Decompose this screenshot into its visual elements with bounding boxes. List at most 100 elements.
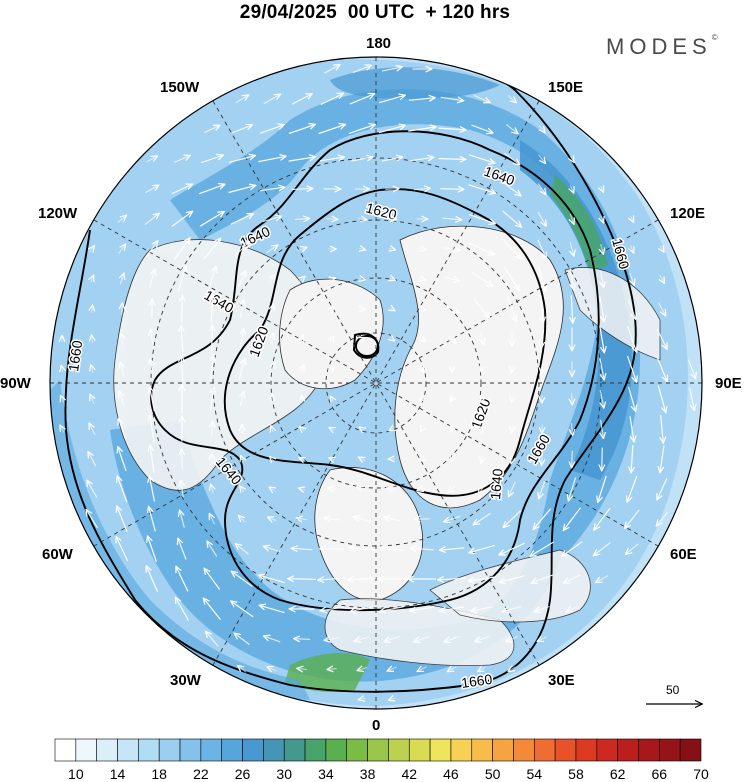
wind-arrow [331,336,334,341]
wind-arrow [469,154,494,163]
wind-arrow [204,569,221,590]
wind-arrow [440,606,464,611]
wind-arrow [232,572,253,587]
wind-arrow [541,330,542,348]
wind-arrow [542,452,543,465]
wind-arrow [507,296,516,321]
wind-arrow [91,276,94,283]
wind-arrow [657,478,668,499]
wind-arrow [444,635,460,642]
wind-arrow [438,128,465,130]
wind-arrow [264,636,281,643]
lon-label-120w: 120W [38,205,78,222]
wind-arrow [478,667,487,672]
wind-arrow [144,213,159,226]
wind-arrow [330,396,333,401]
wind-arrow [271,395,272,404]
wind-arrow [410,157,434,160]
wind-arrow [239,516,246,523]
wind-arrow [288,157,316,162]
wind-arrow [448,484,457,492]
wind-arrow [230,214,253,225]
chart-title: 29/04/2025 00 UTC + 120 hrs [239,2,511,23]
colorbar-tick-label: 70 [693,766,709,782]
wind-arrow [292,548,313,549]
wind-arrow [270,333,273,345]
wind-arrow [381,67,402,72]
wind-arrow [210,514,215,525]
colorbar-box [638,738,660,762]
wind-arrow [661,415,664,443]
wind-arrow [359,338,364,341]
wind-arrow [444,248,460,251]
wind-arrow [503,510,522,528]
wind-arrow [570,156,574,162]
wind-arrow [660,246,664,252]
wind-arrow [541,295,543,322]
wind-arrow [481,366,482,372]
colorbar-box [429,738,452,762]
wind-arrow [481,396,483,402]
wind-arrow [689,387,695,410]
colorbar-box [533,738,556,762]
wind-arrow [301,306,304,312]
lon-label-60w: 60W [42,546,73,563]
colorbar-box [575,738,598,762]
wind-arrow [264,546,281,553]
wind-arrow [627,298,636,319]
wind-arrow [474,512,491,524]
wind-arrow [481,426,483,432]
wind-reference-arrow [646,697,706,711]
wind-arrow [173,238,190,261]
copyright-icon: © [711,33,718,42]
wind-arrow [351,606,374,612]
wind-arrow [323,65,340,74]
wind-arrow [627,386,636,411]
logo-text: MODES [606,34,712,59]
wind-arrow [178,539,187,560]
wind-arrow [146,566,159,593]
wind-arrow [601,186,604,192]
wind-arrow [176,598,190,621]
wind-arrow [389,698,396,701]
wind-arrow [231,125,252,134]
wind-arrow [389,308,394,311]
wind-arrow [211,296,213,323]
map-boundary [49,56,703,710]
wind-arrow [539,125,545,133]
wind-arrow [420,397,424,402]
wind-arrow [173,156,190,164]
lon-label-150w: 150W [160,79,200,96]
wind-arrow [384,635,400,641]
wind-arrow [626,543,639,554]
wind-arrow [420,457,425,462]
wind-arrow [288,579,316,580]
colorbar-box [283,738,306,762]
wind-arrow [511,396,513,402]
wind-arrow [150,415,155,443]
wind-arrow [117,476,128,503]
wind-arrow [385,189,398,190]
wind-arrow [537,183,546,195]
wind-arrow [235,95,249,104]
wind-arrow [199,212,224,227]
wind-arrow [471,606,494,612]
wind-arrow [359,698,366,699]
wind-arrow [538,154,546,164]
wind-arrow [470,271,493,286]
colorbar-box [138,738,160,762]
wind-arrow [503,266,520,290]
wind-arrow [656,356,667,382]
wind-arrow [599,296,604,321]
wind-arrow [357,668,367,671]
colorbar-tick-label: 18 [151,766,167,782]
wind-arrow [380,547,405,550]
wind-arrow [444,305,459,313]
wind-arrow [151,330,154,349]
wind-arrow [235,633,250,646]
colorbar-box [617,738,639,762]
wind-arrow [413,188,430,189]
colorbar-box [117,738,139,762]
colorbar-tick-label: 34 [318,766,334,782]
colorbar-box [492,738,514,762]
